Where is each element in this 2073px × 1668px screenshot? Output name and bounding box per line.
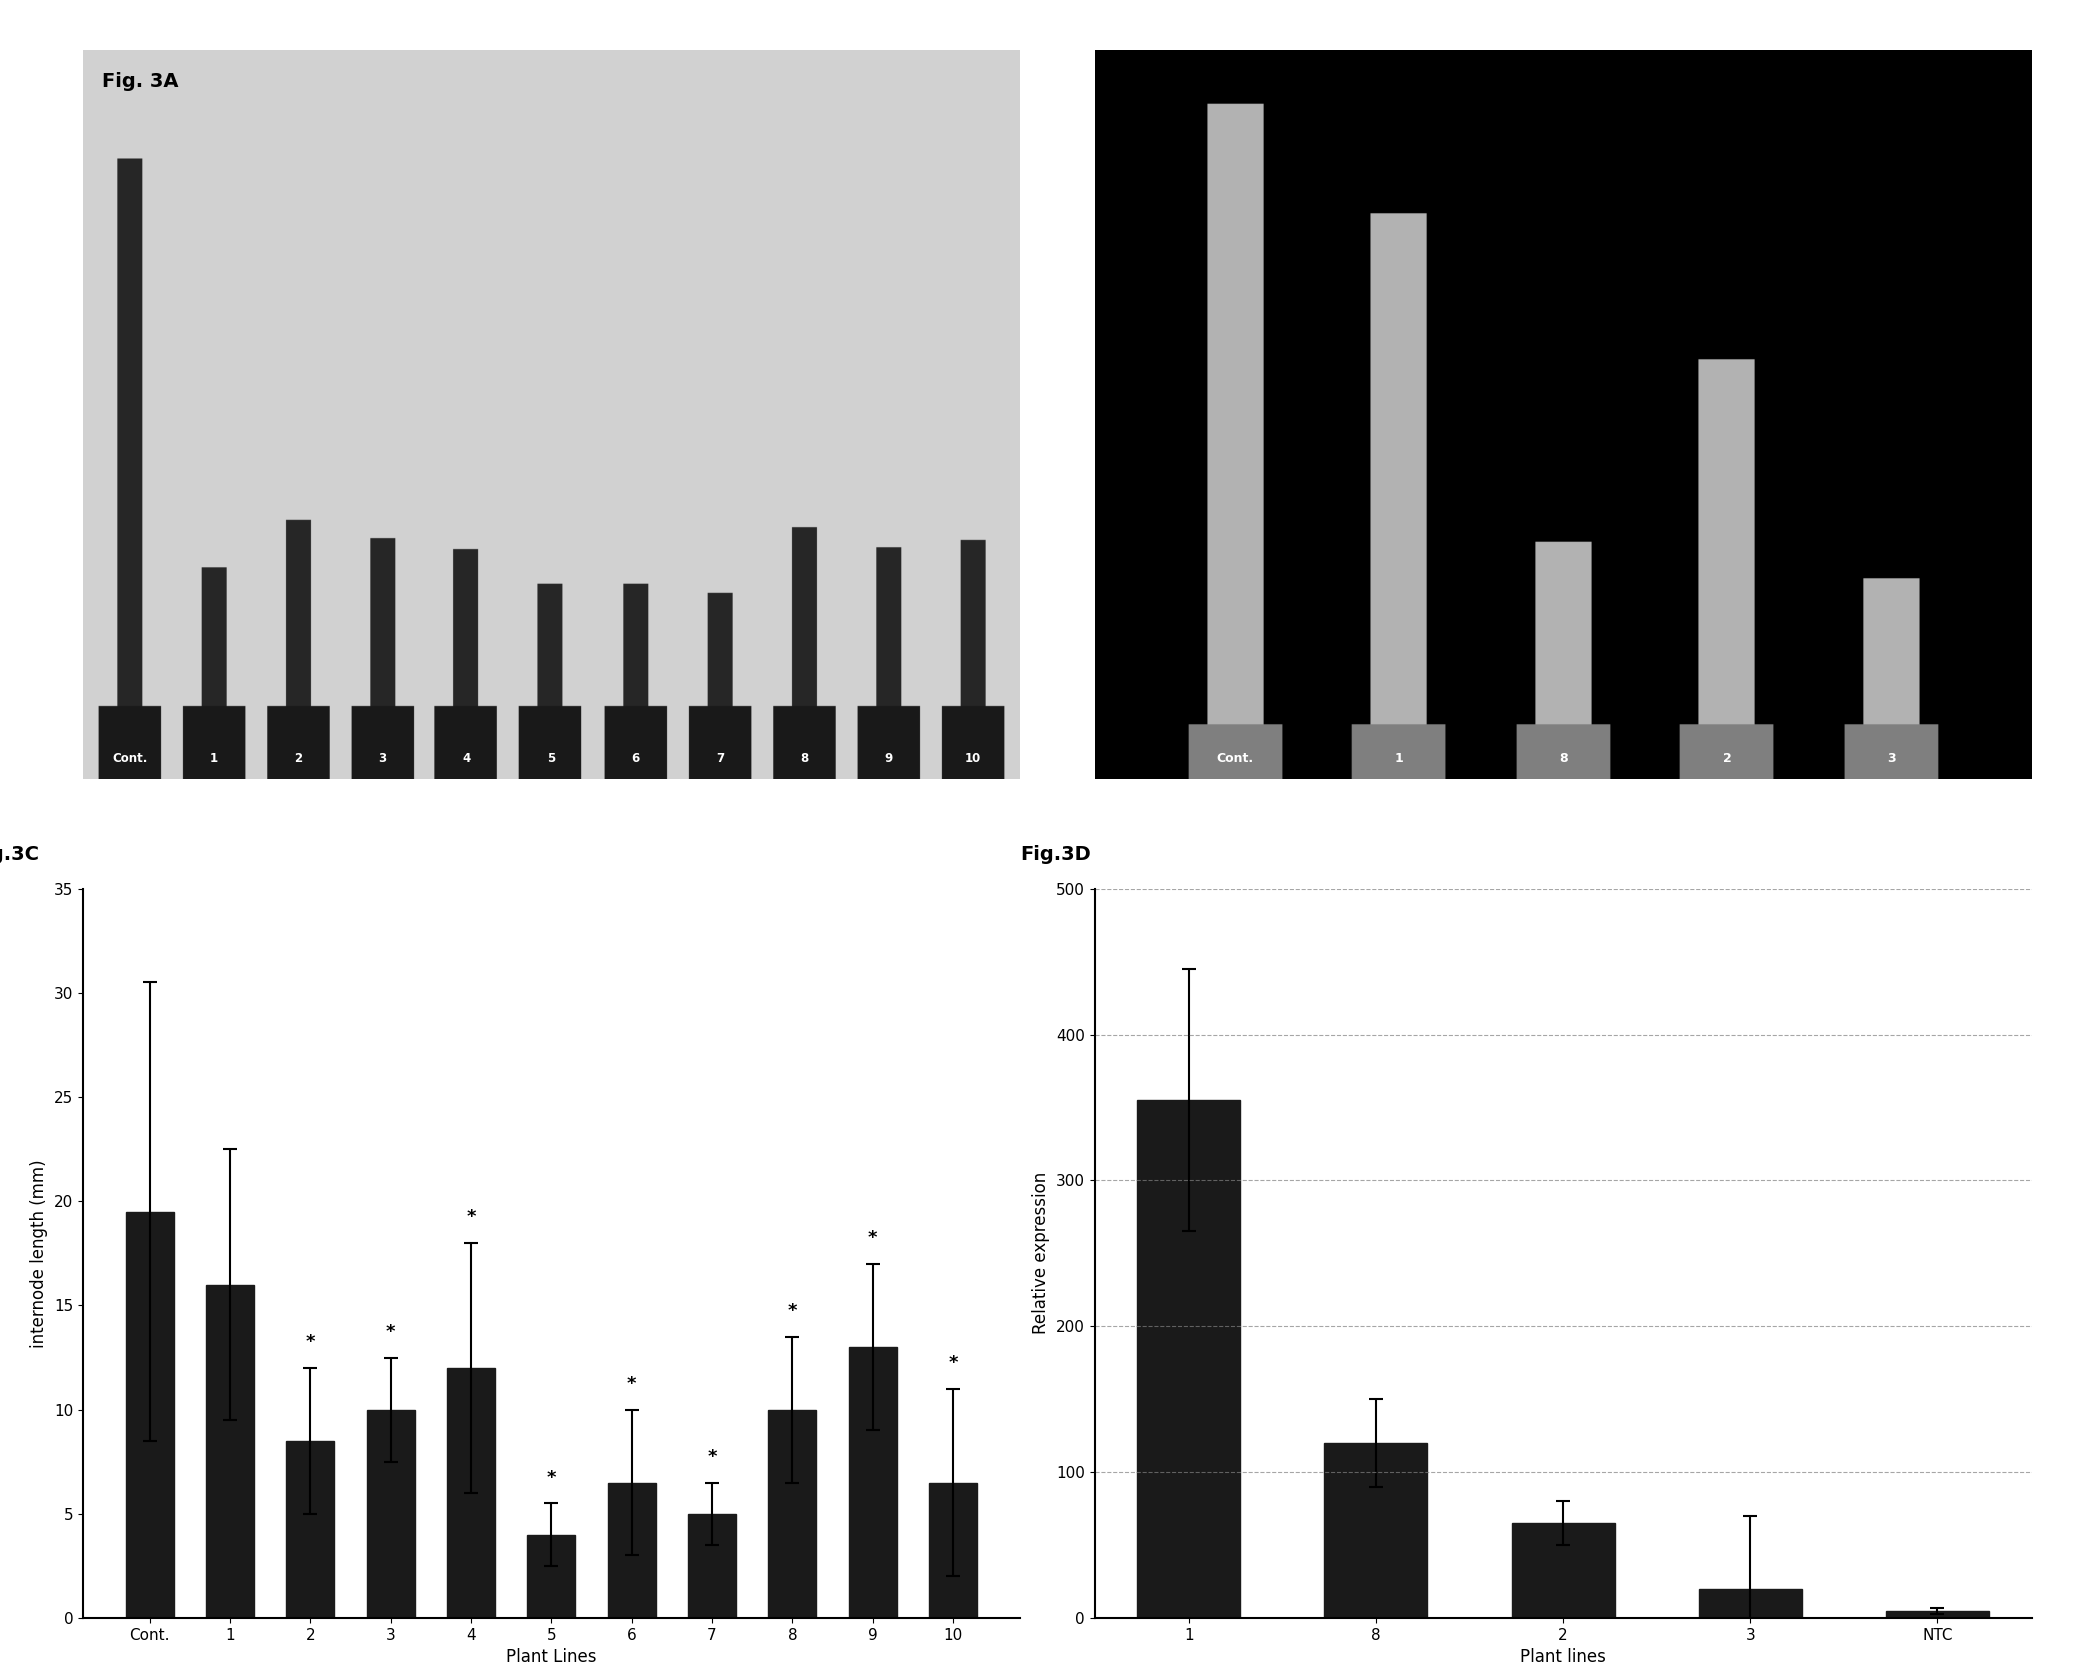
Text: *: * xyxy=(547,1470,556,1486)
X-axis label: Plant Lines: Plant Lines xyxy=(506,1648,597,1666)
Text: Fig. 3B: Fig. 3B xyxy=(1113,72,1190,92)
Text: 8: 8 xyxy=(1559,752,1567,764)
Text: *: * xyxy=(788,1303,798,1319)
Bar xyxy=(527,1535,576,1618)
Text: 10: 10 xyxy=(964,752,981,764)
Bar xyxy=(1700,1590,1801,1618)
Text: 4: 4 xyxy=(462,752,471,764)
Y-axis label: Relative expression: Relative expression xyxy=(1032,1173,1051,1334)
Text: 1: 1 xyxy=(209,752,218,764)
Text: 3: 3 xyxy=(1886,752,1895,764)
Bar xyxy=(1325,1443,1428,1618)
Text: 2: 2 xyxy=(294,752,303,764)
Bar xyxy=(286,1441,334,1618)
Bar xyxy=(688,1515,736,1618)
Text: 3: 3 xyxy=(379,752,388,764)
X-axis label: Plant lines: Plant lines xyxy=(1520,1648,1607,1666)
Text: *: * xyxy=(466,1208,475,1226)
Bar xyxy=(1886,1611,1988,1618)
Text: Fig.3D: Fig.3D xyxy=(1020,846,1090,864)
Text: Fig. 3A: Fig. 3A xyxy=(102,72,178,92)
Bar xyxy=(929,1483,976,1618)
Text: *: * xyxy=(386,1323,396,1341)
Text: *: * xyxy=(305,1333,315,1351)
Text: 2: 2 xyxy=(1723,752,1731,764)
Text: 7: 7 xyxy=(715,752,723,764)
Bar xyxy=(448,1368,495,1618)
Text: *: * xyxy=(707,1448,717,1466)
Text: Cont.: Cont. xyxy=(1217,752,1254,764)
Text: *: * xyxy=(869,1229,877,1248)
Bar xyxy=(126,1211,174,1618)
Text: 9: 9 xyxy=(885,752,893,764)
Bar xyxy=(607,1483,655,1618)
Text: 8: 8 xyxy=(800,752,808,764)
Bar xyxy=(205,1284,255,1618)
Bar xyxy=(1511,1523,1615,1618)
Text: *: * xyxy=(947,1354,958,1373)
Text: *: * xyxy=(626,1374,636,1393)
Text: Fig.3C: Fig.3C xyxy=(0,846,39,864)
Y-axis label: internode length (mm): internode length (mm) xyxy=(31,1159,48,1348)
Bar xyxy=(769,1409,817,1618)
Text: 1: 1 xyxy=(1395,752,1403,764)
Text: Cont.: Cont. xyxy=(112,752,147,764)
Bar xyxy=(1138,1101,1240,1618)
Bar xyxy=(848,1348,898,1618)
Bar xyxy=(367,1409,415,1618)
Text: 5: 5 xyxy=(547,752,556,764)
Text: 6: 6 xyxy=(632,752,641,764)
